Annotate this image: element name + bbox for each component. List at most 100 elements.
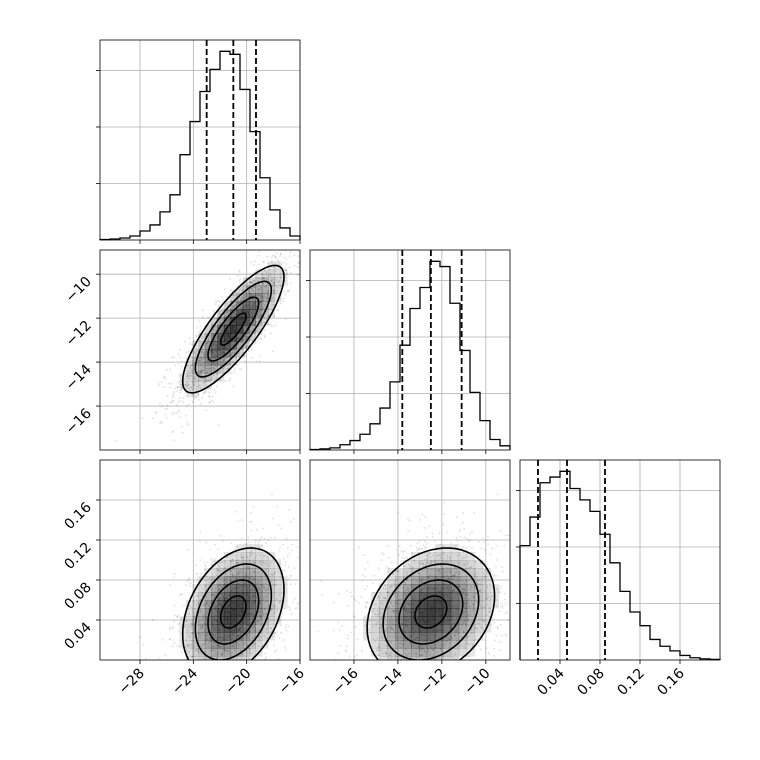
scatter-point bbox=[167, 382, 170, 385]
density-block bbox=[274, 293, 282, 302]
scatter-point bbox=[452, 574, 454, 577]
scatter-point bbox=[220, 698, 222, 700]
scatter-point bbox=[202, 381, 205, 384]
scatter-point bbox=[411, 566, 414, 569]
scatter-point bbox=[247, 665, 249, 667]
scatter-point bbox=[389, 631, 391, 633]
scatter-point bbox=[473, 595, 475, 598]
scatter-point bbox=[214, 587, 217, 590]
scatter-point bbox=[290, 612, 293, 615]
density-block bbox=[242, 568, 250, 577]
scatter-point bbox=[247, 566, 249, 569]
scatter-point bbox=[195, 388, 198, 391]
scatter-point bbox=[189, 342, 191, 345]
scatter-point bbox=[187, 645, 190, 648]
scatter-point bbox=[219, 322, 222, 325]
scatter-point bbox=[224, 566, 227, 569]
scatter-point bbox=[384, 584, 387, 587]
scatter-point bbox=[204, 605, 207, 608]
scatter-point bbox=[287, 565, 290, 568]
scatter-point bbox=[265, 568, 267, 570]
scatter-point bbox=[197, 380, 200, 382]
scatter-point bbox=[225, 349, 228, 352]
scatter-point bbox=[256, 620, 258, 623]
scatter-point bbox=[263, 608, 266, 610]
scatter-point bbox=[374, 639, 377, 642]
scatter-point bbox=[423, 649, 426, 652]
density-block bbox=[242, 656, 250, 660]
density-block bbox=[261, 309, 269, 318]
scatter-point bbox=[492, 575, 495, 577]
scatter-point bbox=[411, 567, 414, 570]
scatter-point bbox=[270, 608, 273, 610]
scatter-point bbox=[276, 309, 279, 312]
scatter-point bbox=[225, 650, 228, 653]
scatter-point bbox=[268, 593, 271, 595]
scatter-point bbox=[174, 387, 176, 390]
scatter-point bbox=[355, 666, 357, 668]
scatter-point bbox=[203, 362, 206, 365]
scatter-point bbox=[452, 575, 455, 578]
scatter-point bbox=[250, 520, 253, 523]
density-block bbox=[255, 325, 263, 334]
scatter-point bbox=[204, 585, 207, 587]
scatter-point bbox=[388, 625, 391, 628]
scatter-point bbox=[254, 629, 257, 631]
scatter-point bbox=[260, 585, 263, 588]
scatter-point bbox=[265, 656, 267, 658]
scatter-point bbox=[449, 664, 451, 666]
density-block bbox=[261, 600, 269, 609]
scatter-point bbox=[216, 363, 219, 366]
density-block bbox=[223, 301, 231, 310]
scatter-point bbox=[329, 665, 331, 667]
scatter-point bbox=[392, 629, 395, 631]
scatter-point bbox=[233, 305, 236, 307]
scatter-point bbox=[375, 603, 378, 606]
scatter-point bbox=[275, 583, 277, 586]
scatter-point bbox=[273, 605, 276, 608]
density-block bbox=[236, 608, 244, 617]
scatter-point bbox=[476, 601, 479, 603]
scatter-point bbox=[369, 641, 372, 644]
scatter-point bbox=[401, 556, 404, 559]
scatter-point bbox=[290, 271, 293, 274]
scatter-point bbox=[203, 344, 206, 347]
scatter-point bbox=[244, 573, 247, 576]
density-block bbox=[249, 616, 256, 625]
scatter-point bbox=[254, 285, 257, 288]
scatter-point bbox=[262, 560, 265, 563]
scatter-point bbox=[250, 617, 253, 620]
density-block bbox=[249, 309, 256, 318]
scatter-point bbox=[251, 585, 254, 588]
scatter-point bbox=[264, 329, 267, 332]
scatter-point bbox=[256, 544, 259, 547]
density-block bbox=[204, 600, 212, 609]
scatter-point bbox=[223, 648, 226, 651]
scatter-point bbox=[474, 560, 477, 563]
scatter-point bbox=[366, 601, 369, 604]
scatter-point bbox=[196, 595, 199, 597]
scatter-point bbox=[177, 623, 179, 626]
scatter-point bbox=[296, 546, 299, 549]
scatter-point bbox=[220, 653, 223, 656]
scatter-point bbox=[460, 636, 463, 639]
scatter-point bbox=[285, 318, 287, 320]
scatter-point bbox=[257, 630, 260, 633]
scatter-point bbox=[265, 589, 268, 592]
scatter-point bbox=[184, 384, 187, 387]
scatter-point bbox=[472, 602, 475, 605]
scatter-point bbox=[188, 662, 190, 664]
scatter-point bbox=[205, 602, 208, 605]
scatter-point bbox=[195, 348, 198, 350]
scatter-point bbox=[269, 323, 272, 326]
scatter-point bbox=[388, 640, 391, 643]
scatter-point bbox=[191, 620, 194, 623]
density-block bbox=[387, 648, 396, 657]
density-block bbox=[236, 600, 244, 609]
scatter-point bbox=[468, 578, 471, 581]
density-block bbox=[255, 608, 263, 617]
scatter-point bbox=[197, 398, 200, 401]
scatter-point bbox=[172, 394, 174, 397]
scatter-point bbox=[161, 422, 163, 425]
density-block bbox=[230, 584, 237, 593]
